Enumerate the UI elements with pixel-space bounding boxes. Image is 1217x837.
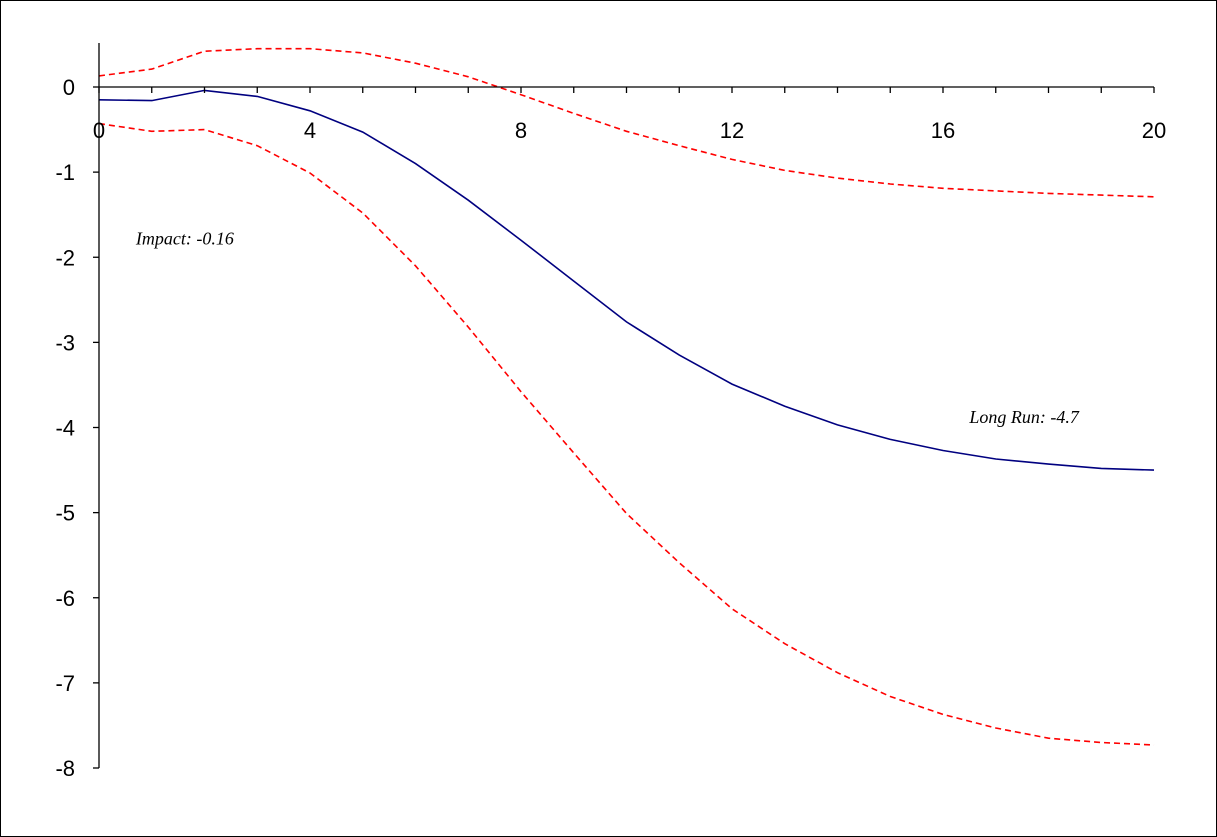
series-line-estimate: [98, 89, 1155, 471]
series-layer: [98, 47, 1155, 746]
y-tick-label: -4: [55, 416, 75, 441]
series-line-upper-band: [98, 47, 1155, 198]
x-tick-label: 4: [304, 118, 316, 143]
y-tick-label: -3: [55, 330, 75, 355]
y-tick-label: -8: [55, 756, 75, 781]
x-tick-label: 20: [1142, 118, 1166, 143]
y-tick-label: -1: [55, 160, 75, 185]
x-tick-label: 8: [515, 118, 527, 143]
y-tick-label: -7: [55, 671, 75, 696]
label-layer: 0 -1 -2 -3 -4 -5 -6 -7 -8 0 4 8 12 16 20 Impact: -0.16 L…: [55, 75, 1166, 781]
axes-layer: [93, 43, 1155, 769]
x-tick-label: 12: [720, 118, 744, 143]
x-tick-label: 16: [931, 118, 955, 143]
y-tick-label: -5: [55, 501, 75, 526]
y-tick-label: 0: [63, 75, 75, 100]
series-line-lower-band: [98, 122, 1155, 746]
x-tick-label: 0: [93, 118, 105, 143]
y-tick-label: -6: [55, 586, 75, 611]
long-run-annotation: Long Run: -4.7: [968, 407, 1079, 427]
y-tick-label: -2: [55, 245, 75, 270]
impact-annotation: Impact: -0.16: [135, 228, 234, 248]
